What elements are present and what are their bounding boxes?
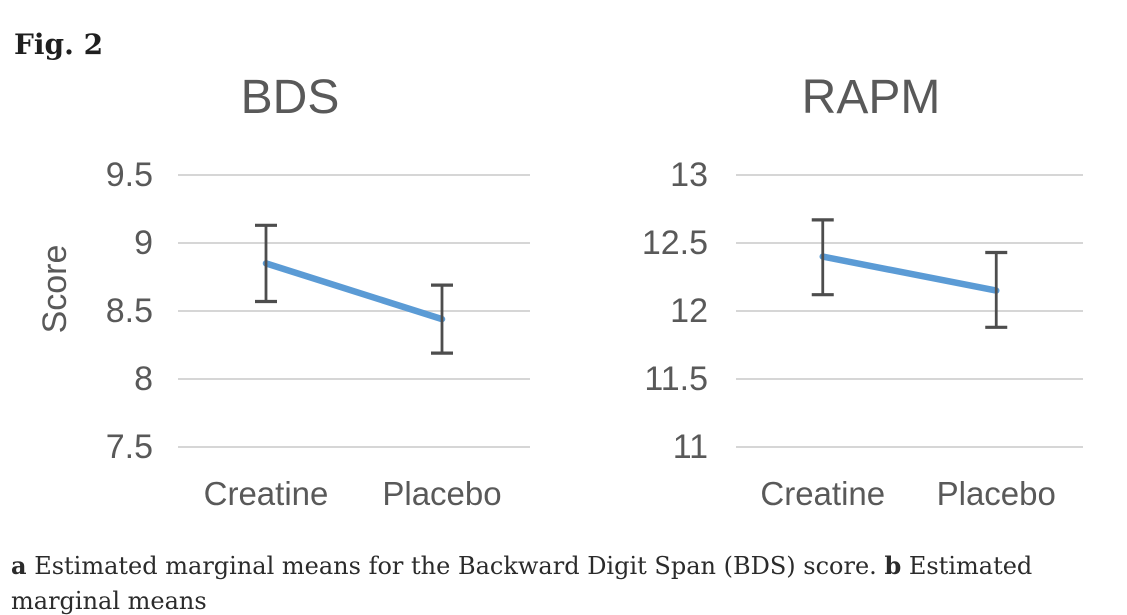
x-category-label-placebo: Placebo <box>936 475 1056 512</box>
caption-panel-b-text: Estimated marginal means <box>11 552 1033 615</box>
caption-panel-a-text: Estimated marginal means for the Backwar… <box>26 552 885 580</box>
figure-label: Fig. 2 <box>14 28 104 61</box>
chart-title-bds: BDS <box>240 71 340 124</box>
series-line-rapm <box>819 253 1000 294</box>
figure-caption: a Estimated marginal means for the Backw… <box>11 548 1121 615</box>
error-bar-rapm-placebo <box>985 250 1008 329</box>
x-category-label-creatine: Creatine <box>760 475 886 512</box>
y-tick-label-rapm: 11.5 <box>644 360 708 398</box>
error-bar-bds-placebo <box>431 283 453 355</box>
y-tick-label-bds: 9 <box>134 224 153 262</box>
y-tick-label-rapm: 13 <box>670 156 708 194</box>
error-bar-rapm-creatine <box>811 218 834 297</box>
y-tick-label-bds: 9.5 <box>105 156 153 194</box>
caption-panel-b-label: b <box>884 551 902 580</box>
y-tick-label-bds: 7.5 <box>105 428 153 466</box>
caption-line-1: a Estimated marginal means for the Backw… <box>11 548 1121 615</box>
y-tick-label-rapm: 12 <box>670 292 708 330</box>
x-category-label-placebo: Placebo <box>382 475 502 512</box>
y-tick-label-bds: 8.5 <box>105 292 153 330</box>
y-tick-label-bds: 8 <box>134 360 153 398</box>
x-category-label-creatine: Creatine <box>203 475 329 512</box>
y-tick-label-rapm: 12.5 <box>641 224 708 262</box>
series-line-bds <box>262 260 446 323</box>
caption-panel-a-label: a <box>11 551 27 580</box>
y-tick-label-rapm: 11 <box>672 428 708 466</box>
chart-title-rapm: RAPM <box>801 71 941 124</box>
error-bar-bds-creatine <box>255 223 277 304</box>
